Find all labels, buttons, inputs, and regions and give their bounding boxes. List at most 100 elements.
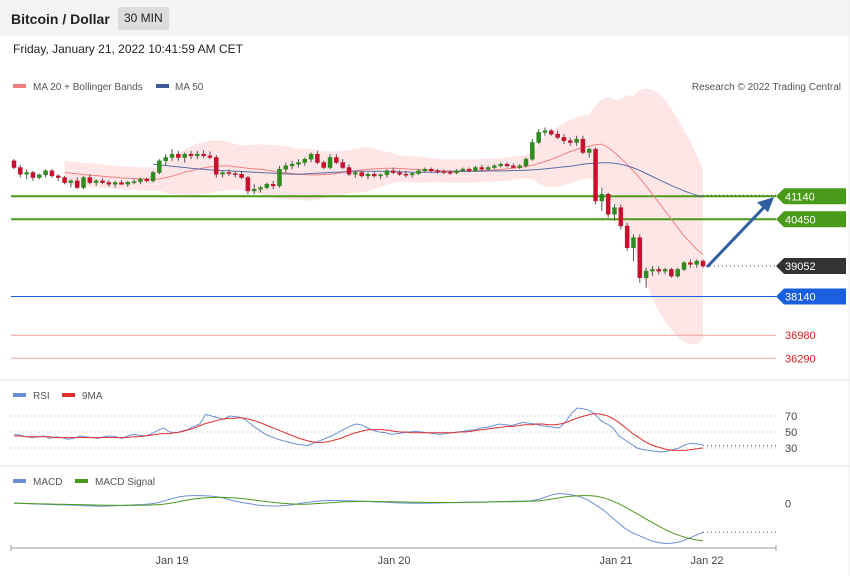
candle-14: [100, 178, 105, 185]
candle-31: [207, 151, 213, 160]
candle-body: [612, 207, 617, 215]
candle-body: [245, 177, 251, 192]
candle-body: [643, 270, 649, 279]
candle-24: [163, 154, 168, 166]
candle-6: [49, 169, 55, 178]
candle-94: [605, 192, 611, 218]
candle-body: [428, 168, 434, 172]
candle-body: [125, 181, 131, 185]
candle-48: [315, 150, 320, 165]
candle-72: [466, 167, 472, 173]
candle-body: [618, 207, 624, 227]
candle-body: [308, 153, 314, 160]
candle-88: [568, 137, 573, 146]
candle-body: [24, 172, 29, 175]
candle-38: [251, 184, 257, 195]
candle-body: [277, 168, 282, 187]
candle-105: [675, 267, 680, 278]
candle-79: [511, 163, 516, 169]
candle-8: [62, 175, 67, 185]
projection-arrow-shaft: [706, 203, 768, 268]
candle-body: [81, 177, 86, 188]
rsi-panel: 70 50 30: [11, 407, 797, 455]
candle-body: [391, 170, 396, 173]
candle-20: [138, 177, 143, 185]
candle-body: [397, 172, 402, 175]
level-tag-40450: [776, 211, 846, 228]
candle-95: [612, 204, 617, 221]
candle-60: [391, 167, 396, 175]
candle-body: [688, 262, 693, 265]
macd-signal-legend-swatch: [75, 479, 88, 483]
candle-body: [43, 170, 48, 176]
candle-30: [201, 150, 206, 159]
candle-12: [87, 174, 93, 185]
rsi-legend: RSI 9MA: [13, 391, 103, 402]
candle-body: [568, 140, 573, 143]
macd-series-1: [13, 495, 704, 542]
candle-body: [662, 269, 668, 272]
candle-71: [460, 167, 466, 173]
candle-36: [239, 170, 244, 180]
rsi-ma-legend-swatch: [62, 393, 75, 397]
time-axis: Jan 19 Jan 20 Jan 21 Jan 22: [10, 545, 777, 567]
candle-17: [119, 180, 124, 185]
candle-59: [384, 169, 390, 178]
candle-body: [176, 153, 181, 158]
candle-74: [479, 164, 485, 171]
macd-legend: MACD MACD Signal: [13, 477, 155, 488]
candle-51: [334, 154, 339, 165]
candle-body: [340, 162, 345, 168]
candle-body: [605, 194, 611, 215]
candle-body: [251, 188, 257, 192]
time-tick-jan-22: Jan 22: [690, 555, 723, 567]
candle-body: [18, 167, 23, 175]
candle-66: [428, 167, 434, 173]
candle-46: [302, 157, 308, 166]
candle-45: [296, 159, 301, 168]
candle-body: [422, 168, 428, 172]
candle-body: [321, 162, 326, 168]
candle-90: [580, 135, 586, 155]
candle-33: [220, 170, 225, 178]
candle-44: [289, 160, 295, 170]
candle-97: [624, 222, 630, 252]
candle-64: [416, 169, 421, 175]
candle-body: [372, 173, 377, 177]
candle-81: [523, 157, 529, 168]
candle-body: [555, 133, 560, 138]
candle-body: [599, 194, 605, 202]
level-label-41140: 41140: [785, 191, 815, 203]
candle-77: [498, 162, 503, 168]
price-panel: 41140 40450 38140 36980 36290 39052: [11, 88, 846, 365]
candle-69: [447, 170, 453, 175]
candle-body: [447, 171, 453, 174]
rsi-tick-30: 30: [785, 443, 797, 455]
candle-16: [112, 180, 118, 188]
rsi-tick-50: 50: [785, 427, 797, 439]
time-tick-jan-20: Jan 20: [377, 555, 410, 567]
candle-body: [409, 173, 415, 176]
candle-61: [397, 170, 402, 176]
interval-button[interactable]: 30 MIN: [118, 7, 169, 30]
candle-body: [327, 157, 333, 168]
candle-25: [169, 149, 175, 161]
candle-11: [81, 175, 86, 190]
candle-body: [624, 225, 630, 248]
candle-body: [150, 172, 156, 182]
candle-body: [270, 183, 276, 187]
candle-body: [580, 138, 586, 153]
candle-body: [346, 167, 352, 175]
candle-body: [93, 180, 99, 183]
candle-body: [479, 167, 485, 170]
candle-42: [277, 165, 282, 188]
candle-body: [226, 172, 232, 174]
candle-96: [618, 204, 624, 230]
candle-54: [353, 170, 358, 178]
candle-39: [258, 185, 263, 193]
candle-13: [93, 179, 99, 186]
candle-87: [561, 134, 567, 145]
candle-23: [157, 159, 162, 175]
candle-40: [264, 182, 270, 190]
candle-58: [378, 173, 383, 180]
